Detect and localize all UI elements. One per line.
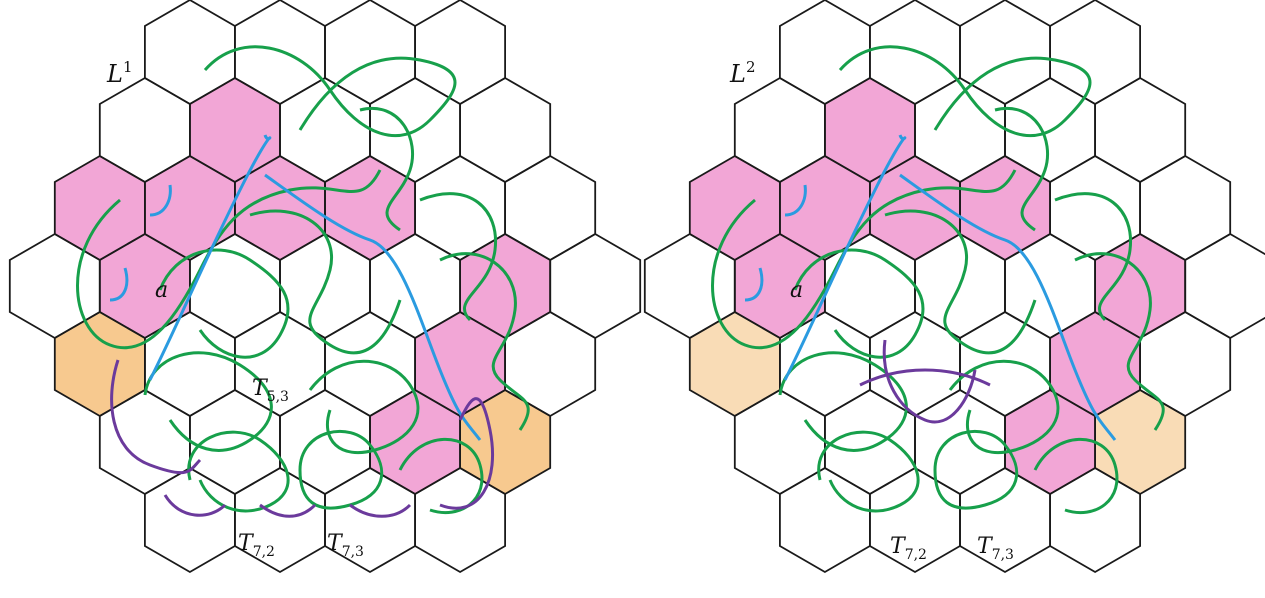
shaded-hexagon xyxy=(689,156,780,260)
green-curve xyxy=(778,351,908,452)
hexagon-cell xyxy=(279,388,371,496)
shaded-hexagon xyxy=(99,234,190,338)
purple-curve xyxy=(882,339,977,424)
shaded-hexagon xyxy=(370,390,461,494)
link-label: L1 xyxy=(106,58,132,88)
hexagon-cell xyxy=(824,388,916,496)
shaded-hexagon xyxy=(144,156,235,260)
green-curve xyxy=(884,209,1037,355)
hexagon-grid xyxy=(643,0,1265,574)
hexagon-grid xyxy=(8,0,642,574)
shaded-hexagons xyxy=(54,78,551,494)
hexagon-cell xyxy=(1049,0,1141,106)
green-curve xyxy=(711,169,1017,350)
purple-curve xyxy=(110,359,202,475)
panel-right: L2 a T7,2 T7,3 xyxy=(643,0,1265,574)
hexagon-cell xyxy=(414,0,507,106)
green-curve xyxy=(1033,437,1119,515)
blue-curve xyxy=(899,173,1117,441)
tile-label: T5,3 xyxy=(252,376,289,405)
purple-curve xyxy=(439,397,495,510)
purple-curves xyxy=(859,339,991,424)
blue-curve xyxy=(109,267,129,302)
tile-label: T7,3 xyxy=(327,531,364,560)
tile-label: T7,3 xyxy=(977,534,1014,563)
blue-curve xyxy=(264,173,482,441)
shaded-hexagon xyxy=(325,156,416,260)
hexagon-cell xyxy=(1049,466,1141,574)
green-curve xyxy=(249,209,402,355)
shaded-hexagon xyxy=(54,156,145,260)
green-curve xyxy=(793,248,925,359)
shaded-hexagon xyxy=(869,156,960,260)
shaded-hexagon xyxy=(1095,234,1186,338)
blue-curve xyxy=(149,184,172,217)
green-curve xyxy=(419,192,498,322)
shaded-hexagons xyxy=(689,78,1186,494)
curve-label: a xyxy=(790,278,803,303)
green-curve xyxy=(203,45,457,138)
tile-label: T7,2 xyxy=(890,534,927,563)
shaded-hexagon xyxy=(734,234,825,338)
green-curve xyxy=(948,359,1060,455)
hexagon-cell xyxy=(324,0,417,106)
purple-curve xyxy=(163,494,227,517)
shaded-hexagon xyxy=(779,156,870,260)
green-curve xyxy=(1054,192,1133,322)
shaded-hexagon xyxy=(689,312,780,416)
hexagon-cell xyxy=(1184,232,1265,340)
shaded-hexagon xyxy=(1050,312,1141,416)
green-curves xyxy=(76,45,530,515)
green-curve xyxy=(838,45,1092,138)
hexagon-cell xyxy=(959,0,1051,106)
green-curve xyxy=(933,429,1019,510)
purple-curves xyxy=(110,359,495,518)
green-curve xyxy=(994,106,1050,232)
shaded-hexagon xyxy=(1005,390,1096,494)
shaded-hexagon xyxy=(234,156,325,260)
shaded-hexagon xyxy=(54,312,145,416)
blue-curves xyxy=(109,134,482,441)
blue-curve xyxy=(744,267,764,302)
shaded-hexagon xyxy=(460,234,551,338)
green-curve xyxy=(359,106,415,232)
green-curve xyxy=(187,430,290,513)
green-curve xyxy=(439,252,530,431)
hexagon-cell xyxy=(143,466,236,574)
green-curve xyxy=(398,437,484,515)
blue-curve xyxy=(783,134,907,381)
hexagon-cell xyxy=(779,466,871,574)
shaded-hexagon xyxy=(415,312,506,416)
green-curve xyxy=(76,169,382,350)
green-curve xyxy=(1074,252,1165,431)
green-curves xyxy=(711,45,1165,515)
panel-left: L1 a T5,3 T7,2 T7,3 xyxy=(8,0,642,574)
tile-label: T7,2 xyxy=(238,531,275,560)
green-curve xyxy=(158,248,290,359)
curve-label: a xyxy=(155,278,168,303)
blue-curve xyxy=(784,184,807,217)
hexagon-cell xyxy=(549,232,642,340)
hexagon-cell xyxy=(1094,76,1187,184)
hexagon-cell xyxy=(233,466,326,574)
green-curve xyxy=(817,430,920,513)
hexagon-cell xyxy=(459,76,552,184)
green-curve xyxy=(308,359,420,455)
blue-curves xyxy=(744,134,1117,441)
green-curve xyxy=(143,351,273,452)
purple-curve xyxy=(859,368,991,387)
hexagon-cell xyxy=(414,466,507,574)
shaded-hexagon xyxy=(960,156,1051,260)
purple-curve xyxy=(259,503,317,518)
blue-curve xyxy=(148,134,272,381)
link-label: L2 xyxy=(729,58,755,88)
purple-curve xyxy=(349,503,412,518)
green-curve xyxy=(298,429,384,510)
